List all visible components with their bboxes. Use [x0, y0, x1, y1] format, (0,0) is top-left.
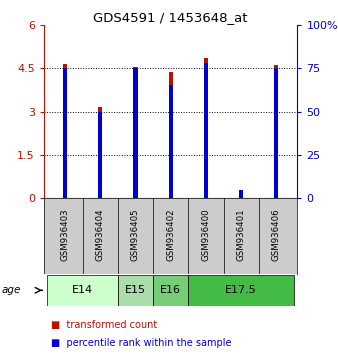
Bar	[239, 190, 243, 198]
Text: GSM936403: GSM936403	[61, 209, 70, 261]
Text: ■  transformed count: ■ transformed count	[51, 320, 157, 330]
Bar	[134, 68, 138, 198]
Bar	[118, 275, 153, 306]
Text: GSM936402: GSM936402	[166, 209, 175, 261]
Bar	[204, 63, 208, 198]
Text: GSM936405: GSM936405	[131, 209, 140, 261]
Title: GDS4591 / 1453648_at: GDS4591 / 1453648_at	[93, 11, 248, 24]
Text: GSM936401: GSM936401	[237, 209, 246, 261]
Bar	[153, 275, 188, 306]
Bar	[63, 64, 67, 198]
Bar	[239, 197, 243, 198]
Text: GSM936404: GSM936404	[96, 209, 105, 261]
Bar	[98, 107, 102, 198]
Bar	[274, 65, 279, 198]
Text: E16: E16	[160, 285, 181, 295]
Bar	[169, 85, 173, 198]
Text: GSM936400: GSM936400	[201, 209, 210, 261]
Text: E15: E15	[125, 285, 146, 295]
Bar	[274, 68, 279, 198]
Bar	[63, 68, 67, 198]
Bar	[134, 67, 138, 198]
Bar	[47, 275, 118, 306]
Bar	[98, 112, 102, 198]
Text: age: age	[2, 285, 21, 295]
Bar	[188, 275, 294, 306]
Bar	[204, 58, 208, 198]
Text: GSM936406: GSM936406	[272, 209, 281, 261]
Bar	[169, 73, 173, 198]
Text: E14: E14	[72, 285, 93, 295]
Text: E17.5: E17.5	[225, 285, 257, 295]
Text: ■  percentile rank within the sample: ■ percentile rank within the sample	[51, 338, 231, 348]
